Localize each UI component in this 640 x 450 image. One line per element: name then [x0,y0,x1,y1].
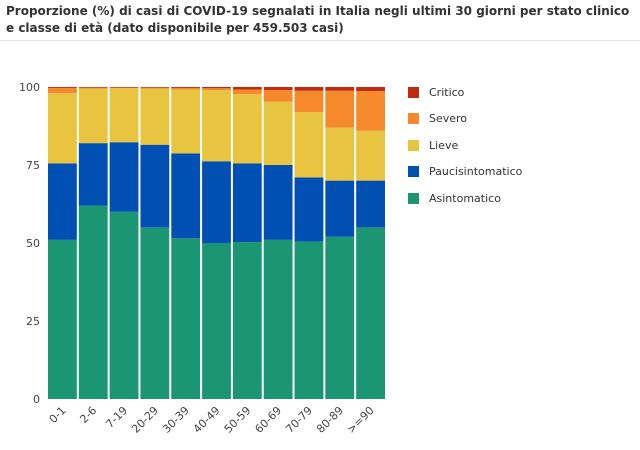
bar-segment-paucisintomatico [202,161,231,243]
bar-segment-lieve [232,94,262,164]
legend-item[interactable]: Critico [408,79,522,106]
bar-segment-severo [294,90,324,112]
bar-segment-critico [263,87,293,91]
legend-swatch [408,86,419,98]
x-tick-label: 0-1 [47,404,69,426]
y-tick-label: 100 [19,81,40,94]
bar-segment-asintomatico [171,238,201,399]
bar-segment-severo [263,90,293,102]
bar-segment-lieve [140,88,170,145]
bar-segment-paucisintomatico [140,144,170,228]
legend-label: Severo [429,112,468,126]
x-tick-label: 70-79 [283,404,315,436]
bar-segment-critico [171,87,201,88]
bar-segment-severo [325,90,355,128]
bar-segment-asintomatico [232,242,262,399]
bar-segment-paucisintomatico [294,177,324,242]
bar-segment-critico [356,87,385,92]
y-tick-label: 50 [26,237,40,250]
title-divider [0,40,640,41]
bar-segment-severo [48,87,77,94]
legend-label: Paucisintomatico [429,165,523,179]
x-tick-label: 50-59 [222,404,254,436]
legend-label: Critico [429,85,465,99]
bar-segment-asintomatico [294,241,324,399]
bar-segment-severo [356,91,385,131]
bar-segment-paucisintomatico [325,180,355,237]
bar-segment-lieve [171,89,201,154]
bar-segment-critico [48,87,77,88]
x-tick-label: 40-49 [191,404,223,436]
bar-segment-critico [78,87,108,88]
bar-segment-paucisintomatico [78,143,108,206]
x-tick-label: 30-39 [160,404,192,436]
bar-segment-asintomatico [140,227,170,399]
legend-label: Asintomatico [429,191,501,205]
bar-segment-critico [294,87,324,91]
bar-segment-asintomatico [356,227,385,399]
bar-segment-paucisintomatico [232,163,262,243]
legend-swatch [408,192,419,204]
bar-segment-lieve [48,93,77,164]
bar-segment-paucisintomatico [109,142,139,212]
chart-legend: Critico Severo Lieve Paucisintomatico Asinto… [408,79,522,212]
y-tick-label: 0 [33,393,40,406]
bar-segment-paucisintomatico [171,153,201,239]
bar-segment-severo [202,88,231,91]
bar-segment-lieve [356,130,385,181]
bar-segment-critico [232,87,262,90]
y-tick-label: 25 [26,315,40,328]
bar-segment-severo [232,89,262,95]
bar-segment-lieve [263,101,293,165]
bar-segment-critico [202,87,231,89]
x-tick-label: 20-29 [129,404,161,436]
legend-item[interactable]: Lieve [408,132,522,159]
bar-segment-asintomatico [48,239,77,399]
legend-item[interactable]: Asintomatico [408,185,522,212]
bar-segment-lieve [294,111,324,178]
x-tick-label: 7-19 [103,404,130,431]
bar-segment-lieve [325,127,355,181]
x-tick-label: 60-69 [252,404,284,436]
bar-segment-critico [109,87,139,88]
bar-segment-severo [78,87,108,89]
bar-segment-asintomatico [202,243,231,399]
bar-segment-severo [171,87,201,90]
bar-segment-paucisintomatico [263,165,293,240]
legend-swatch [408,113,419,125]
x-tick-label: 80-89 [314,404,346,436]
legend-label: Lieve [429,138,459,152]
x-tick-label: >=90 [345,404,377,436]
bar-segment-asintomatico [109,211,139,399]
legend-item[interactable]: Paucisintomatico [408,159,522,186]
chart-title: Proporzione (%) di casi di COVID-19 segn… [6,4,630,35]
bar-segment-severo [109,87,139,89]
bar-segment-paucisintomatico [356,180,385,228]
bar-segment-paucisintomatico [48,163,77,240]
bar-segment-critico [140,87,170,88]
bar-segment-asintomatico [78,205,108,399]
legend-swatch [408,139,419,151]
bar-segment-asintomatico [325,236,355,399]
legend-item[interactable]: Severo [408,106,522,133]
x-tick-label: 2-6 [77,404,99,426]
y-tick-label: 75 [26,159,40,172]
bar-segment-critico [325,87,355,91]
bar-segment-lieve [78,88,108,144]
bar-segment-severo [140,87,170,89]
bar-segment-asintomatico [263,239,293,399]
bar-segment-lieve [202,90,231,162]
bar-segment-lieve [109,88,139,143]
legend-swatch [408,166,419,178]
